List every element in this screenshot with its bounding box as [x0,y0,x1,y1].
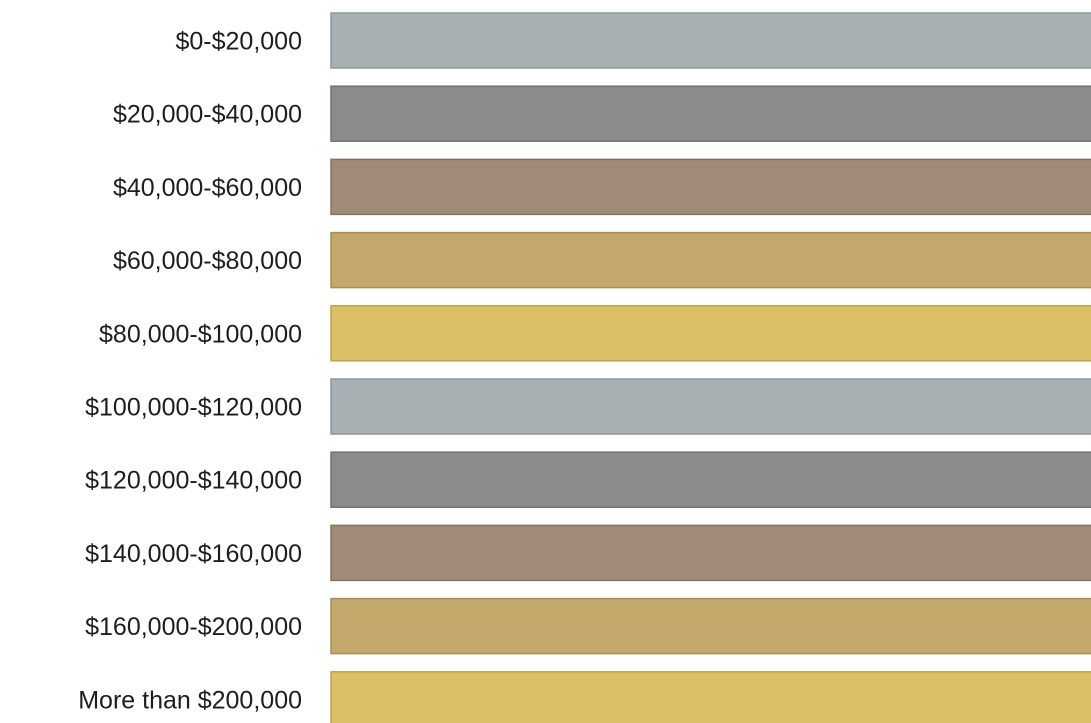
bar-2 [330,85,1091,142]
bar-1 [330,12,1091,69]
category-label-7: $120,000-$140,000 [85,467,302,495]
category-label-9: $160,000-$200,000 [85,613,302,641]
bars-group [330,12,1091,723]
category-label-4: $60,000-$80,000 [113,247,302,275]
category-label-2: $20,000-$40,000 [113,101,302,129]
bar-4 [330,231,1091,289]
category-label-5: $80,000-$100,000 [99,320,302,348]
bar-8 [330,524,1091,582]
bar-9 [330,597,1091,655]
category-label-10: More than $200,000 [78,686,302,714]
bar-7 [330,451,1091,508]
bar-10 [330,671,1091,723]
bar-5 [330,305,1091,362]
category-label-3: $40,000-$60,000 [113,174,302,202]
category-label-8: $140,000-$160,000 [85,540,302,568]
category-label-1: $0-$20,000 [175,28,302,56]
category-labels-group: $0-$20,000 $20,000-$40,000 $40,000-$60,000… [78,28,302,715]
category-label-6: $100,000-$120,000 [85,394,302,422]
bar-3 [330,158,1091,216]
bar-6 [330,378,1091,435]
